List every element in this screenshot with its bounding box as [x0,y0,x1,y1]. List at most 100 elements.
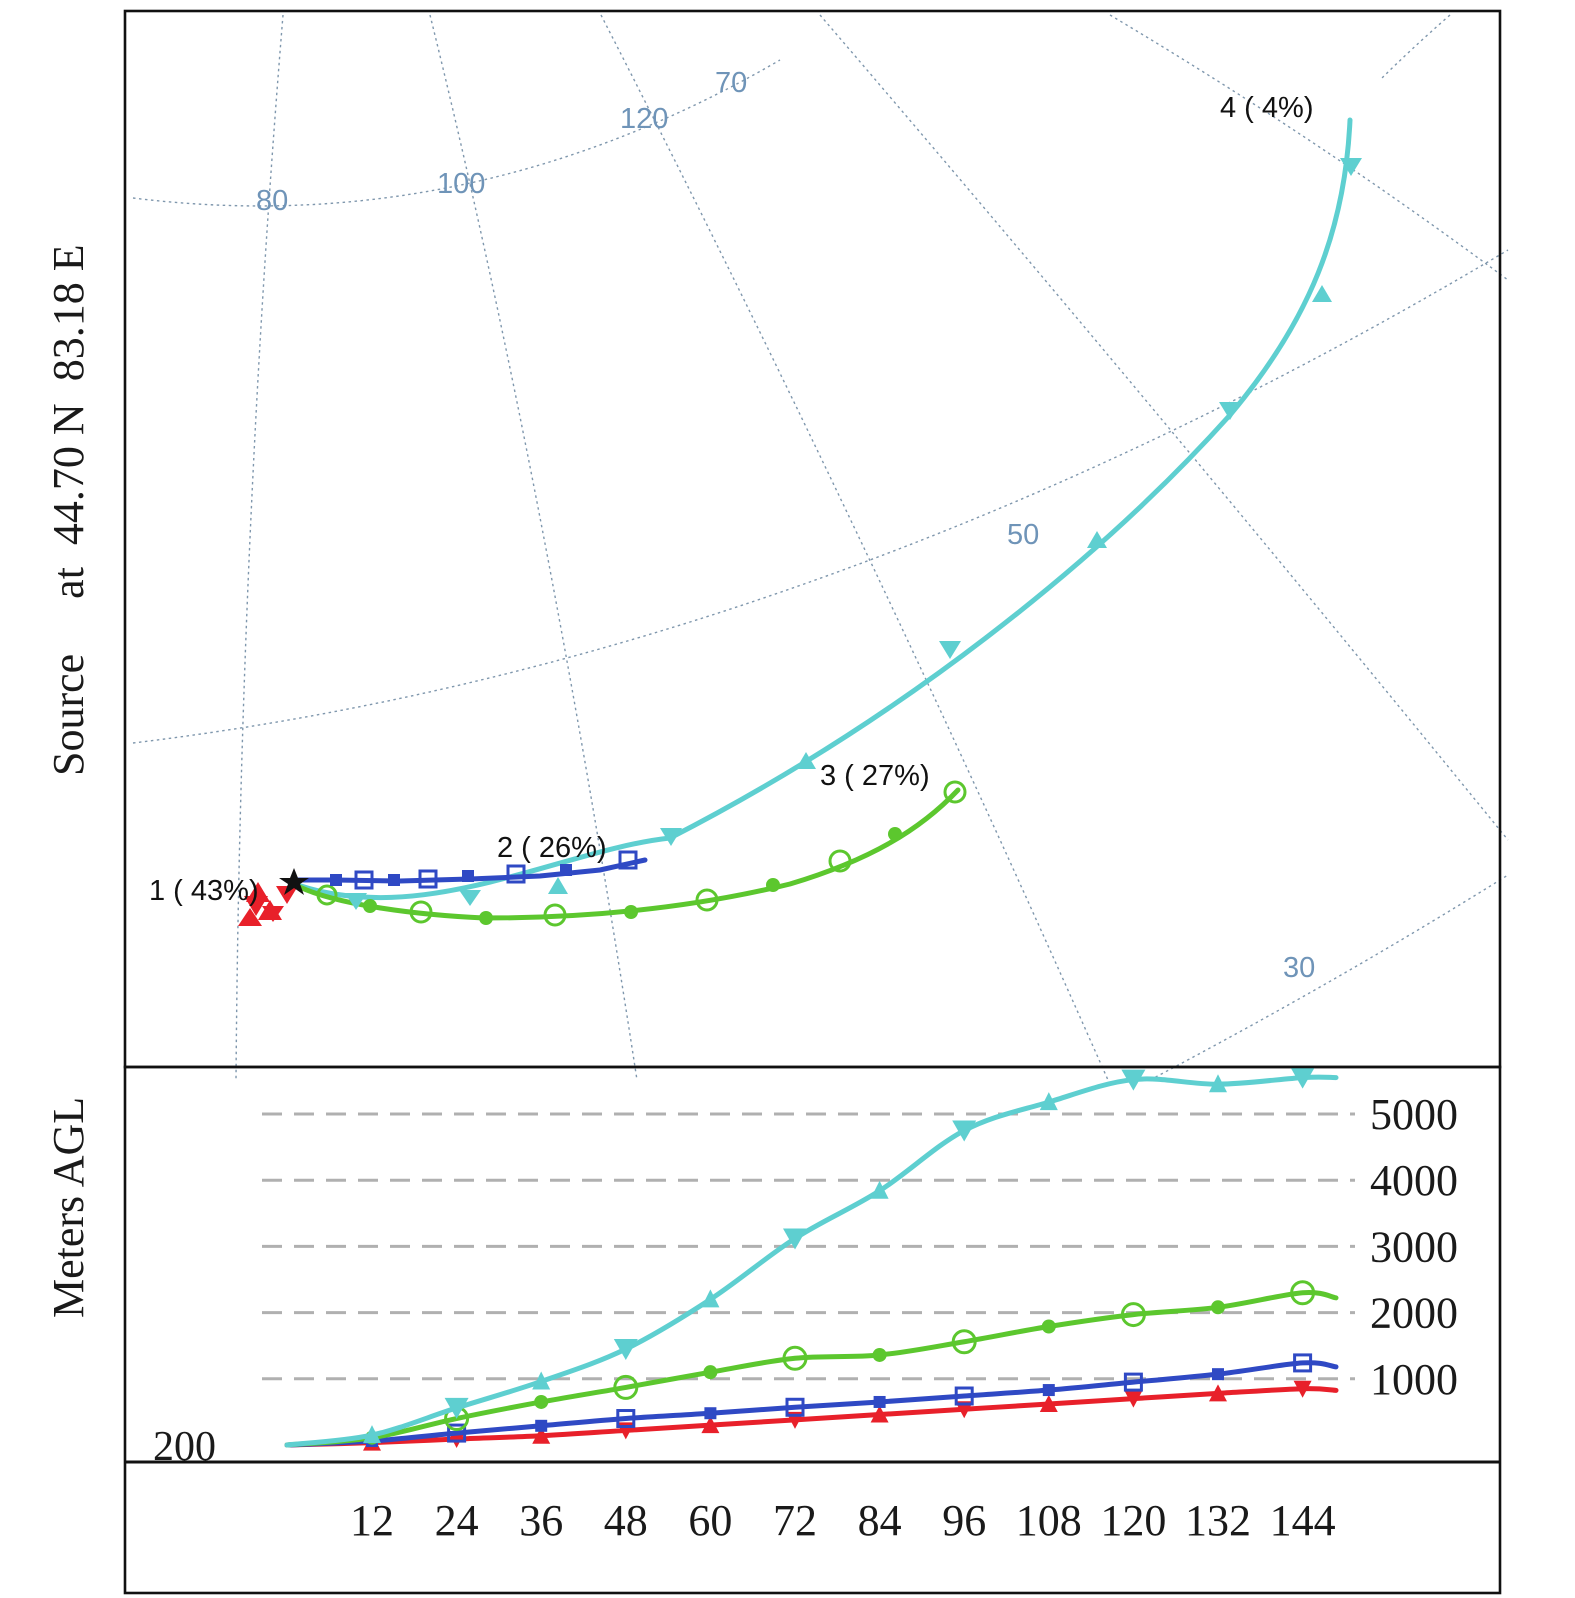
height-marker-3 [1211,1300,1225,1315]
height-marker-1 [1124,1390,1143,1408]
marker-4 [1312,285,1332,302]
meridian-label-80: 80 [256,185,288,217]
meridian-5 [1109,14,1509,281]
meridian-label-70: 70 [715,67,747,99]
marker-3 [543,903,567,927]
map-title: Source at 44.70 N 83.18 E [44,244,93,776]
marker-3 [766,878,780,892]
marker-2 [506,864,526,884]
height-marker-1 [1293,1380,1312,1398]
height-marker-2 [616,1409,636,1429]
height-marker-2 [1212,1368,1224,1381]
cluster-label-4: 4 ( 4%) [1220,92,1313,124]
marker-4 [660,828,682,846]
marker-3 [409,900,433,924]
marker-4 [459,890,481,906]
parallel-label-30: 30 [1283,952,1315,984]
graticule-labels: 80 100 120 70 50 30 [256,67,1315,984]
marker-3 [828,849,852,873]
marker-3 [624,905,638,919]
height-line-4 [284,1074,1339,1448]
source-star-icon [279,868,309,895]
height-marker-1 [1039,1394,1058,1412]
meridian-3 [600,14,1109,1081]
x-tick-label: 24 [435,1496,479,1545]
height-marker-4 [1121,1069,1146,1091]
marker-4 [939,641,961,659]
height-marker-1 [701,1416,720,1434]
y-tick-label: 2000 [1370,1289,1458,1338]
height-marker-2 [1293,1353,1313,1373]
trajectory-map-panel: 80 100 120 70 50 30 [123,9,1509,1081]
marker-3 [479,911,493,925]
height-marker-3 [613,1374,639,1400]
marker-2 [560,864,572,876]
height-marker-4 [1209,1074,1227,1093]
height-marker-3 [951,1329,977,1355]
height-marker-2 [535,1419,548,1432]
height-marker-2 [954,1386,974,1406]
meridian-6 [1379,14,1451,81]
y-axis-title: Meters AGL [44,1097,93,1318]
height-marker-4 [952,1120,977,1142]
cluster-label-3: 3 ( 27%) [820,760,930,792]
parallel-label-50: 50 [1007,519,1039,551]
height-marker-2 [704,1407,717,1420]
x-tick-label: 132 [1185,1496,1251,1545]
marker-2 [618,850,638,870]
height-marker-2 [1123,1372,1143,1392]
height-marker-4 [701,1289,720,1308]
trajectory-markers [238,158,1362,927]
x-tick-label: 72 [773,1496,817,1545]
x-tick-label: 144 [1270,1496,1336,1545]
x-tick-label: 120 [1100,1496,1166,1545]
x-tick-label: 12 [350,1496,394,1545]
height-marker-4 [783,1228,807,1250]
x-tick-labels: 12 24 36 48 60 72 84 96 108 120 132 144 [350,1496,1336,1545]
height-marker-3 [703,1365,718,1380]
marker-1 [276,886,298,904]
marker-3 [363,899,377,913]
marker-2 [330,874,342,886]
height-marker-3 [872,1347,887,1362]
height-marker-4 [870,1180,889,1199]
meridian-1 [235,14,284,1081]
height-marker-3 [1041,1319,1056,1334]
height-marker-4 [1290,1067,1315,1089]
height-marker-3 [1120,1302,1146,1328]
marker-3 [943,780,967,804]
x-tick-label: 60 [688,1496,732,1545]
x-tick-label: 96 [942,1496,986,1545]
parallel-lower [132,249,1509,744]
marker-1 [244,896,268,916]
height-marker-3 [782,1345,808,1371]
height-line-2 [284,1360,1339,1448]
cluster-labels: 1 ( 43%) 2 ( 26%) 3 ( 27%) 4 ( 4%) [149,92,1313,907]
cluster-label-1: 1 ( 43%) [149,875,259,907]
marker-1 [238,908,262,926]
x-tick-label: 84 [858,1496,902,1545]
height-marker-1 [1209,1384,1227,1402]
height-series [284,1067,1339,1451]
height-marker-4 [532,1371,551,1390]
height-marker-2 [785,1397,805,1417]
height-line-3 [284,1289,1339,1448]
height-marker-1 [870,1405,889,1423]
height-marker-3 [1290,1280,1316,1306]
marker-2 [462,870,474,882]
x-tick-label: 108 [1016,1496,1082,1545]
meridian-2 [429,14,638,1081]
marker-4 [345,893,367,910]
marker-3 [888,827,902,841]
y-tick-label: 5000 [1370,1090,1458,1139]
x-tick-label: 36 [519,1496,563,1545]
y-tick-labels: 1000 2000 3000 4000 5000 [1370,1090,1458,1404]
height-marker-4 [363,1425,381,1444]
height-marker-4 [1039,1092,1058,1111]
y-tick-label: 4000 [1370,1156,1458,1205]
marker-2 [418,869,438,889]
height-marker-4 [444,1397,469,1419]
meridian-label-100: 100 [437,168,485,200]
height-line-1 [284,1386,1339,1448]
